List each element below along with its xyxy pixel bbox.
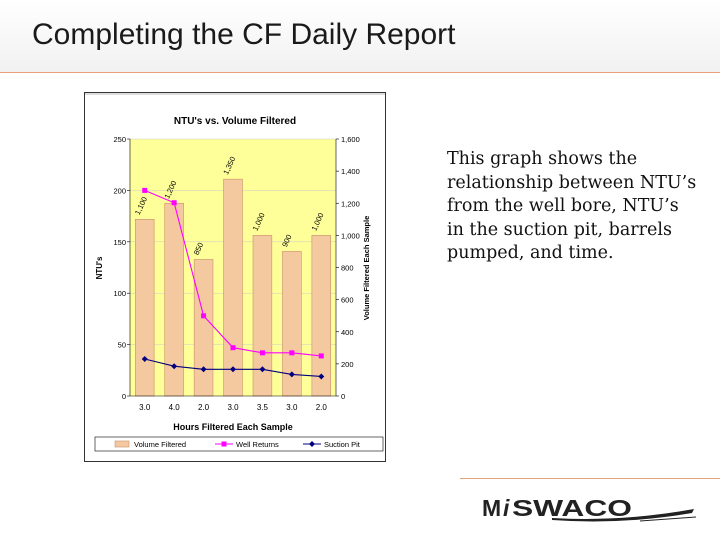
x-tick-label: 3.0 [227, 403, 239, 412]
x-axis-label: Hours Filtered Each Sample [173, 422, 293, 432]
legend-marker [221, 441, 227, 447]
legend-label: Suction Pit [324, 440, 361, 449]
logo-swoosh [552, 509, 694, 522]
y-axis-right-label: Volume Filtered Each Sample [362, 216, 371, 320]
data-point [259, 366, 266, 373]
mi-swaco-logo: M i SWACO [482, 492, 698, 524]
y-tick-label: 100 [113, 289, 126, 298]
chart-frame-shadow [85, 93, 385, 95]
data-point [259, 350, 265, 356]
ntu-volume-chart: NTU's vs. Volume Filtered 1,1001,2008501… [94, 116, 384, 452]
chart-title: NTU's vs. Volume Filtered [174, 116, 296, 127]
legend-marker [309, 441, 315, 447]
y-tick-label: 250 [113, 135, 126, 144]
y-tick-label: 200 [113, 186, 126, 195]
bar [223, 178, 243, 397]
y-tick-label: 150 [113, 238, 126, 247]
data-point [142, 187, 148, 193]
chart-legend: Volume Filtered Well Returns Suction Pit [94, 436, 384, 452]
y-right-tick-label: 800 [341, 264, 354, 273]
slide-title: Completing the CF Daily Report [32, 18, 456, 51]
x-tick-label: 4.0 [169, 403, 181, 412]
data-point [201, 313, 207, 319]
data-point [289, 350, 295, 356]
legend-label: Volume Filtered [134, 440, 186, 449]
data-point [318, 353, 324, 359]
logo-text-swaco: SWACO [512, 495, 632, 521]
data-point [230, 366, 236, 373]
bar [134, 219, 155, 397]
x-tick-label: 3.0 [139, 403, 151, 412]
x-tick-label: 3.5 [257, 403, 269, 412]
logo-text-i: i [503, 495, 510, 521]
data-point [318, 373, 325, 380]
data-point [230, 345, 236, 351]
logo-graphic: M i SWACO [482, 495, 697, 522]
logo-stripe-1 [639, 516, 697, 522]
slide-header: Completing the CF Daily Report [0, 0, 720, 72]
bar [311, 235, 332, 397]
bar [193, 259, 214, 397]
logo-text-m: M [482, 495, 501, 521]
y-right-tick-label: 1,000 [341, 231, 360, 240]
x-tick-label: 2.0 [198, 403, 210, 412]
header-divider [0, 72, 720, 73]
legend-swatch [114, 440, 130, 448]
footer-divider [460, 478, 720, 479]
y-tick-label: 50 [118, 341, 126, 350]
y-right-tick-label: 400 [341, 328, 354, 337]
data-point [200, 366, 207, 373]
y-right-tick-label: 1,400 [341, 167, 360, 176]
y-right-tick-label: 0 [341, 392, 345, 401]
y-tick-label: 0 [122, 392, 126, 401]
data-point [171, 200, 177, 206]
legend-label: Well Returns [236, 440, 279, 449]
slide-body-text: This graph shows the relationship betwee… [447, 149, 697, 263]
x-tick-label: 3.0 [286, 403, 298, 412]
y-right-tick-label: 1,200 [341, 199, 360, 208]
x-tick-label: 2.0 [316, 403, 328, 412]
data-point [288, 371, 295, 378]
y-axis-label: NTU's [95, 256, 104, 279]
y-right-tick-label: 1,600 [341, 135, 360, 144]
data-point [141, 355, 148, 362]
y-right-tick-label: 600 [341, 296, 354, 305]
chart-frame: NTU's vs. Volume Filtered 1,100 1,200 850 1… [84, 92, 386, 462]
data-point [171, 363, 178, 370]
legend-box [94, 436, 384, 452]
y-right-tick-label: 200 [341, 360, 354, 369]
